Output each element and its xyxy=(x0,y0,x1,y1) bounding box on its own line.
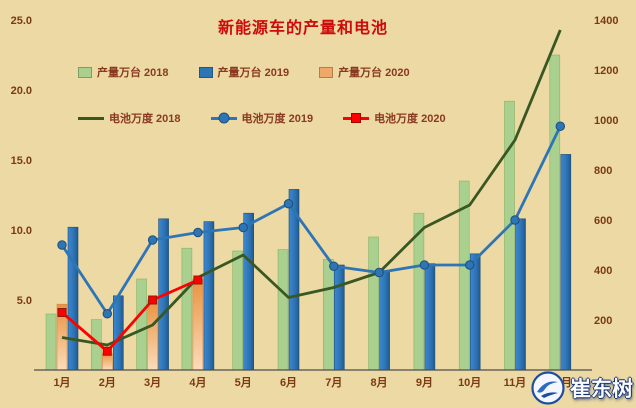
left-axis-tick-label: 20.0 xyxy=(11,85,32,97)
right-axis-tick-label: 200 xyxy=(594,315,612,327)
left-axis-tick-label: 25.0 xyxy=(11,15,32,27)
watermark-text: 崔东树 xyxy=(570,378,633,401)
bar-2019 xyxy=(379,270,390,371)
legend-row-lines: 电池万度 2018 电池万度 2019 电池万度 2020 xyxy=(78,110,446,126)
bar-2018 xyxy=(136,278,147,371)
line-marker-circle xyxy=(147,235,158,245)
x-axis-label: 2月 xyxy=(99,376,116,389)
x-axis-label: 11月 xyxy=(504,376,527,389)
bar-2019 xyxy=(560,154,572,371)
bar-2018 xyxy=(368,236,379,371)
bar-2018 xyxy=(549,54,561,371)
bar-2018 xyxy=(322,259,334,371)
legend-item-battery-2018: 电池万度 2018 xyxy=(78,110,181,126)
bar-2019 xyxy=(67,226,79,371)
line-marker-circle xyxy=(102,309,113,319)
line-marker-circle xyxy=(238,222,248,233)
x-axis-label: 8月 xyxy=(371,376,388,389)
legend-label: 电池万度 2020 xyxy=(374,113,446,125)
bar-2019 xyxy=(243,212,254,371)
line-marker-circle xyxy=(555,121,565,131)
legend-item-battery-2020: 电池万度 2020 xyxy=(343,110,446,126)
legend-label: 电池万度 2018 xyxy=(109,113,181,125)
line-marker-circle xyxy=(193,227,203,238)
legend-label: 产量万台 2020 xyxy=(338,67,410,79)
line-marker-square xyxy=(102,346,112,356)
legend-label: 电池万度 2019 xyxy=(241,113,314,125)
bar-2019 xyxy=(203,221,215,371)
legend-label: 产量万台 2019 xyxy=(217,67,290,79)
line-marker-circle xyxy=(283,199,294,209)
line-marker-circle xyxy=(57,240,67,250)
x-axis-label: 5月 xyxy=(235,376,252,389)
red-line-square-swatch-icon xyxy=(343,113,370,123)
bar-2020 xyxy=(192,278,204,371)
blue-line-circle-swatch-icon xyxy=(210,112,237,124)
circle-marker-icon xyxy=(218,112,230,124)
bar-2019 xyxy=(424,263,436,371)
bar-2019 xyxy=(515,218,526,371)
line-marker-square xyxy=(193,275,203,285)
watermark-logo-icon xyxy=(531,371,565,405)
x-axis-label: 4月 xyxy=(189,376,206,389)
line-marker-circle xyxy=(419,260,430,270)
chart-title: 新能源车的产量和电池 xyxy=(217,20,388,37)
legend-item-battery-2019: 电池万度 2019 xyxy=(210,110,314,126)
bar-2018 xyxy=(232,250,243,371)
x-axis-label: 9月 xyxy=(416,376,433,389)
line-电池万度 2018 xyxy=(61,29,562,347)
x-axis-label: 1月 xyxy=(53,376,70,389)
x-axis-label: 6月 xyxy=(280,376,297,389)
square-marker-icon xyxy=(351,113,362,123)
right-axis-tick-label: 800 xyxy=(594,165,612,177)
right-axis-tick-label: 600 xyxy=(594,215,612,227)
right-axis-tick-label: 1000 xyxy=(594,115,618,127)
blue-bar-swatch-icon xyxy=(198,66,213,78)
legend-item-production-2020: 产量万台 2020 xyxy=(319,64,410,80)
green-line-swatch-icon xyxy=(78,116,104,120)
line-marker-circle xyxy=(465,260,475,270)
legend-item-production-2018: 产量万台 2018 xyxy=(78,64,169,80)
bar-2019 xyxy=(469,253,481,371)
legend-row-bars: 产量万台 2018 产量万台 2019 产量万台 2020 xyxy=(78,64,446,80)
left-axis-tick-label: 15.0 xyxy=(11,155,32,167)
line-marker-square xyxy=(148,295,158,305)
left-axis-tick-label: 10.0 xyxy=(11,225,32,237)
line-marker-circle xyxy=(510,215,520,225)
x-axis-label: 7月 xyxy=(325,376,342,389)
x-axis-label: 3月 xyxy=(144,376,161,389)
bar-2018 xyxy=(181,247,193,371)
orange-bar-swatch-icon xyxy=(319,66,334,78)
right-axis-tick-label: 400 xyxy=(594,265,612,277)
bar-2019 xyxy=(333,264,345,371)
legend-label: 产量万台 2018 xyxy=(97,67,169,79)
line-marker-circle xyxy=(329,261,339,271)
bar-2020 xyxy=(147,299,158,371)
line-电池万度 2019 xyxy=(60,125,562,316)
bar-2018 xyxy=(277,249,289,371)
legend-item-production-2019: 产量万台 2019 xyxy=(198,64,290,80)
left-axis-tick-label: 5.0 xyxy=(17,295,32,307)
legend: 产量万台 2018 产量万台 2019 产量万台 2020 电池万度 2018 … xyxy=(78,64,446,126)
line-marker-square xyxy=(57,308,67,317)
line-marker-circle xyxy=(374,267,384,278)
watermark: 崔东树 xyxy=(531,371,633,405)
line-电池万度 2020 xyxy=(61,278,199,353)
x-axis-label: 10月 xyxy=(458,376,481,389)
green-bar-swatch-icon xyxy=(78,66,92,78)
right-axis-tick-label: 1400 xyxy=(594,15,618,27)
right-axis-tick-label: 1200 xyxy=(594,65,618,77)
bar-2018 xyxy=(45,313,57,371)
